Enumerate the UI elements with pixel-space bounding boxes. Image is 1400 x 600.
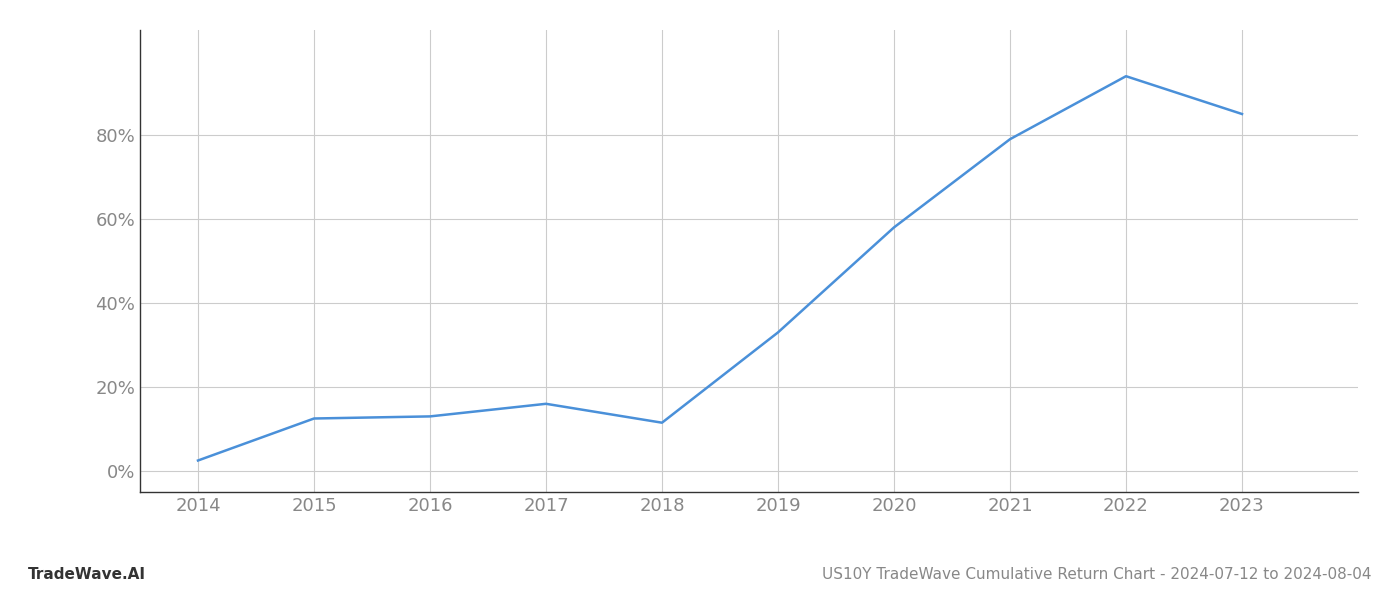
Text: TradeWave.AI: TradeWave.AI xyxy=(28,567,146,582)
Text: US10Y TradeWave Cumulative Return Chart - 2024-07-12 to 2024-08-04: US10Y TradeWave Cumulative Return Chart … xyxy=(823,567,1372,582)
